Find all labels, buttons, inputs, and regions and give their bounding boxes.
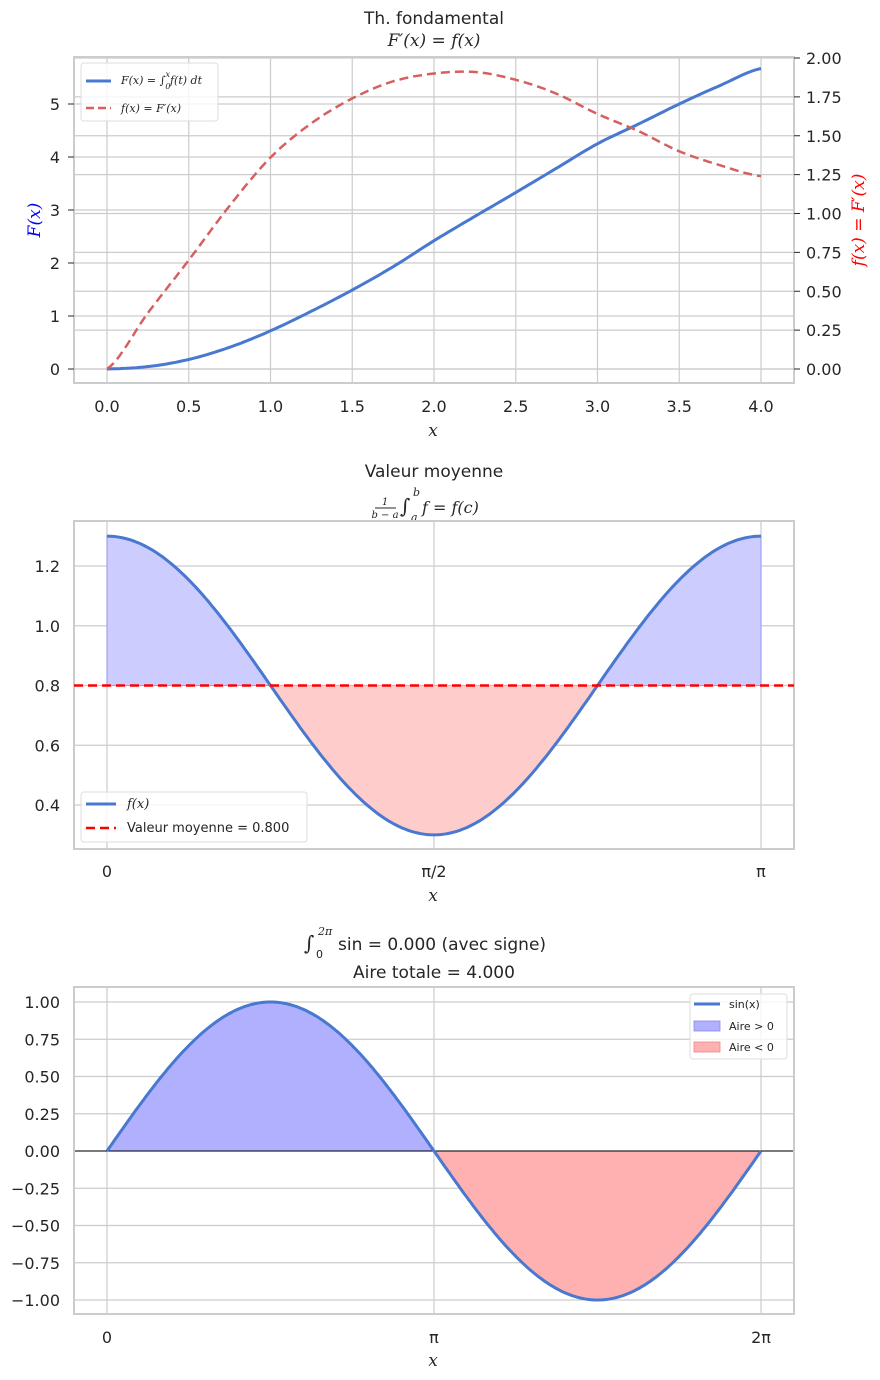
fill-positive-area — [107, 1002, 434, 1151]
legend-label-f: f(x) — [126, 797, 149, 812]
legend-label-F: F(x) = ∫0xf(t) dt — [120, 70, 203, 91]
chart-subtitle: Aire totale = 4.000 — [353, 963, 515, 983]
chart-subtitle: 1 b − a ∫ b a f = f(c) — [371, 486, 478, 524]
chart-mean-value: Valeur moyenne 1 b − a ∫ b a f = f(c) 0 π… — [35, 462, 795, 906]
legend-label-negative: Aire < 0 — [729, 1041, 774, 1054]
svg-text:∫: ∫ — [304, 931, 314, 955]
y-axis-label-right: f(x) = F′(x) — [849, 174, 869, 269]
svg-text:2.5: 2.5 — [503, 397, 528, 416]
svg-text:f = f(c): f = f(c) — [421, 498, 479, 517]
svg-text:π: π — [429, 1328, 439, 1347]
svg-text:0.00: 0.00 — [806, 360, 842, 379]
svg-text:−0.25: −0.25 — [11, 1179, 60, 1198]
line-F — [106, 67, 762, 371]
svg-text:2.00: 2.00 — [806, 49, 842, 68]
line-sin — [105, 1000, 763, 1302]
svg-text:b − a: b − a — [371, 510, 398, 521]
svg-text:1.5: 1.5 — [340, 397, 365, 416]
svg-text:a: a — [411, 511, 418, 524]
line-f — [106, 534, 762, 837]
chart-title: Valeur moyenne — [365, 462, 504, 482]
fill-negative-area — [434, 1151, 761, 1300]
svg-text:1.50: 1.50 — [806, 127, 842, 146]
svg-text:1.25: 1.25 — [806, 166, 842, 185]
svg-text:0.00: 0.00 — [24, 1142, 60, 1161]
svg-text:−1.00: −1.00 — [11, 1291, 60, 1310]
svg-text:1.00: 1.00 — [806, 205, 842, 224]
svg-text:5: 5 — [50, 95, 60, 114]
svg-text:0.8: 0.8 — [35, 677, 60, 696]
svg-text:0.75: 0.75 — [24, 1030, 60, 1049]
legend-label-f: f(x) = F′(x) — [120, 102, 181, 115]
legend: sin(x) Aire > 0 Aire < 0 — [689, 993, 788, 1060]
svg-text:2π: 2π — [751, 1328, 771, 1347]
x-axis-label: x — [428, 886, 438, 906]
svg-text:∫: ∫ — [400, 494, 410, 518]
chart-title: ∫ 2π 0 sin = 0.000 (avec signe) — [304, 925, 546, 961]
svg-text:4.0: 4.0 — [748, 397, 773, 416]
svg-text:π: π — [756, 862, 766, 881]
chart-fundamental-theorem: Th. fondamental F′(x) = f(x) 0.0 0.5 1.0 1.… — [25, 9, 869, 441]
svg-text:0.25: 0.25 — [806, 321, 842, 340]
svg-text:3.0: 3.0 — [585, 397, 610, 416]
svg-text:3.5: 3.5 — [667, 397, 692, 416]
svg-text:1.75: 1.75 — [806, 88, 842, 107]
svg-text:−0.75: −0.75 — [11, 1254, 60, 1273]
svg-text:0.25: 0.25 — [24, 1105, 60, 1124]
plot-area — [73, 986, 795, 1315]
svg-text:1.2: 1.2 — [35, 557, 60, 576]
svg-text:1.0: 1.0 — [35, 617, 60, 636]
chart-title: Th. fondamental — [363, 9, 504, 29]
plot-area — [73, 56, 795, 384]
svg-text:0.50: 0.50 — [806, 282, 842, 301]
svg-text:0.50: 0.50 — [24, 1068, 60, 1087]
svg-text:1.0: 1.0 — [258, 397, 283, 416]
svg-text:0.6: 0.6 — [35, 736, 60, 755]
svg-text:0.0: 0.0 — [94, 397, 119, 416]
svg-text:0.75: 0.75 — [806, 243, 842, 262]
fill-below-mean — [107, 685, 761, 835]
line-f — [106, 70, 762, 370]
legend-label-mean: Valeur moyenne = 0.800 — [127, 821, 289, 836]
svg-text:0: 0 — [102, 1328, 112, 1347]
svg-text:−0.50: −0.50 — [11, 1217, 60, 1236]
svg-text:sin = 0.000 (avec signe): sin = 0.000 (avec signe) — [338, 935, 546, 955]
svg-text:0: 0 — [316, 948, 323, 961]
svg-text:2π: 2π — [317, 925, 333, 938]
svg-text:2.0: 2.0 — [421, 397, 446, 416]
svg-text:1.00: 1.00 — [24, 993, 60, 1012]
svg-text:0.4: 0.4 — [35, 796, 60, 815]
svg-text:0.5: 0.5 — [176, 397, 201, 416]
svg-text:4: 4 — [50, 148, 60, 167]
legend-label-positive: Aire > 0 — [729, 1020, 774, 1033]
chart-subtitle: F′(x) = f(x) — [387, 31, 481, 51]
x-axis-label: x — [428, 1351, 438, 1371]
legend: f(x) Valeur moyenne = 0.800 — [80, 791, 308, 843]
legend-label-sin: sin(x) — [729, 998, 760, 1011]
svg-text:1: 1 — [382, 497, 388, 508]
y-axis-label-left: F(x) — [25, 203, 45, 239]
svg-text:π/2: π/2 — [421, 862, 446, 881]
svg-text:3: 3 — [50, 201, 60, 220]
chart-sine-area: ∫ 2π 0 sin = 0.000 (avec signe) Aire tot… — [11, 925, 795, 1371]
legend: F(x) = ∫0xf(t) dt f(x) = F′(x) — [80, 62, 219, 122]
svg-text:1: 1 — [50, 307, 60, 326]
svg-text:0: 0 — [50, 360, 60, 379]
x-axis-label: x — [428, 421, 438, 441]
svg-text:b: b — [413, 486, 420, 499]
svg-text:2: 2 — [50, 254, 60, 273]
svg-text:0: 0 — [102, 862, 112, 881]
